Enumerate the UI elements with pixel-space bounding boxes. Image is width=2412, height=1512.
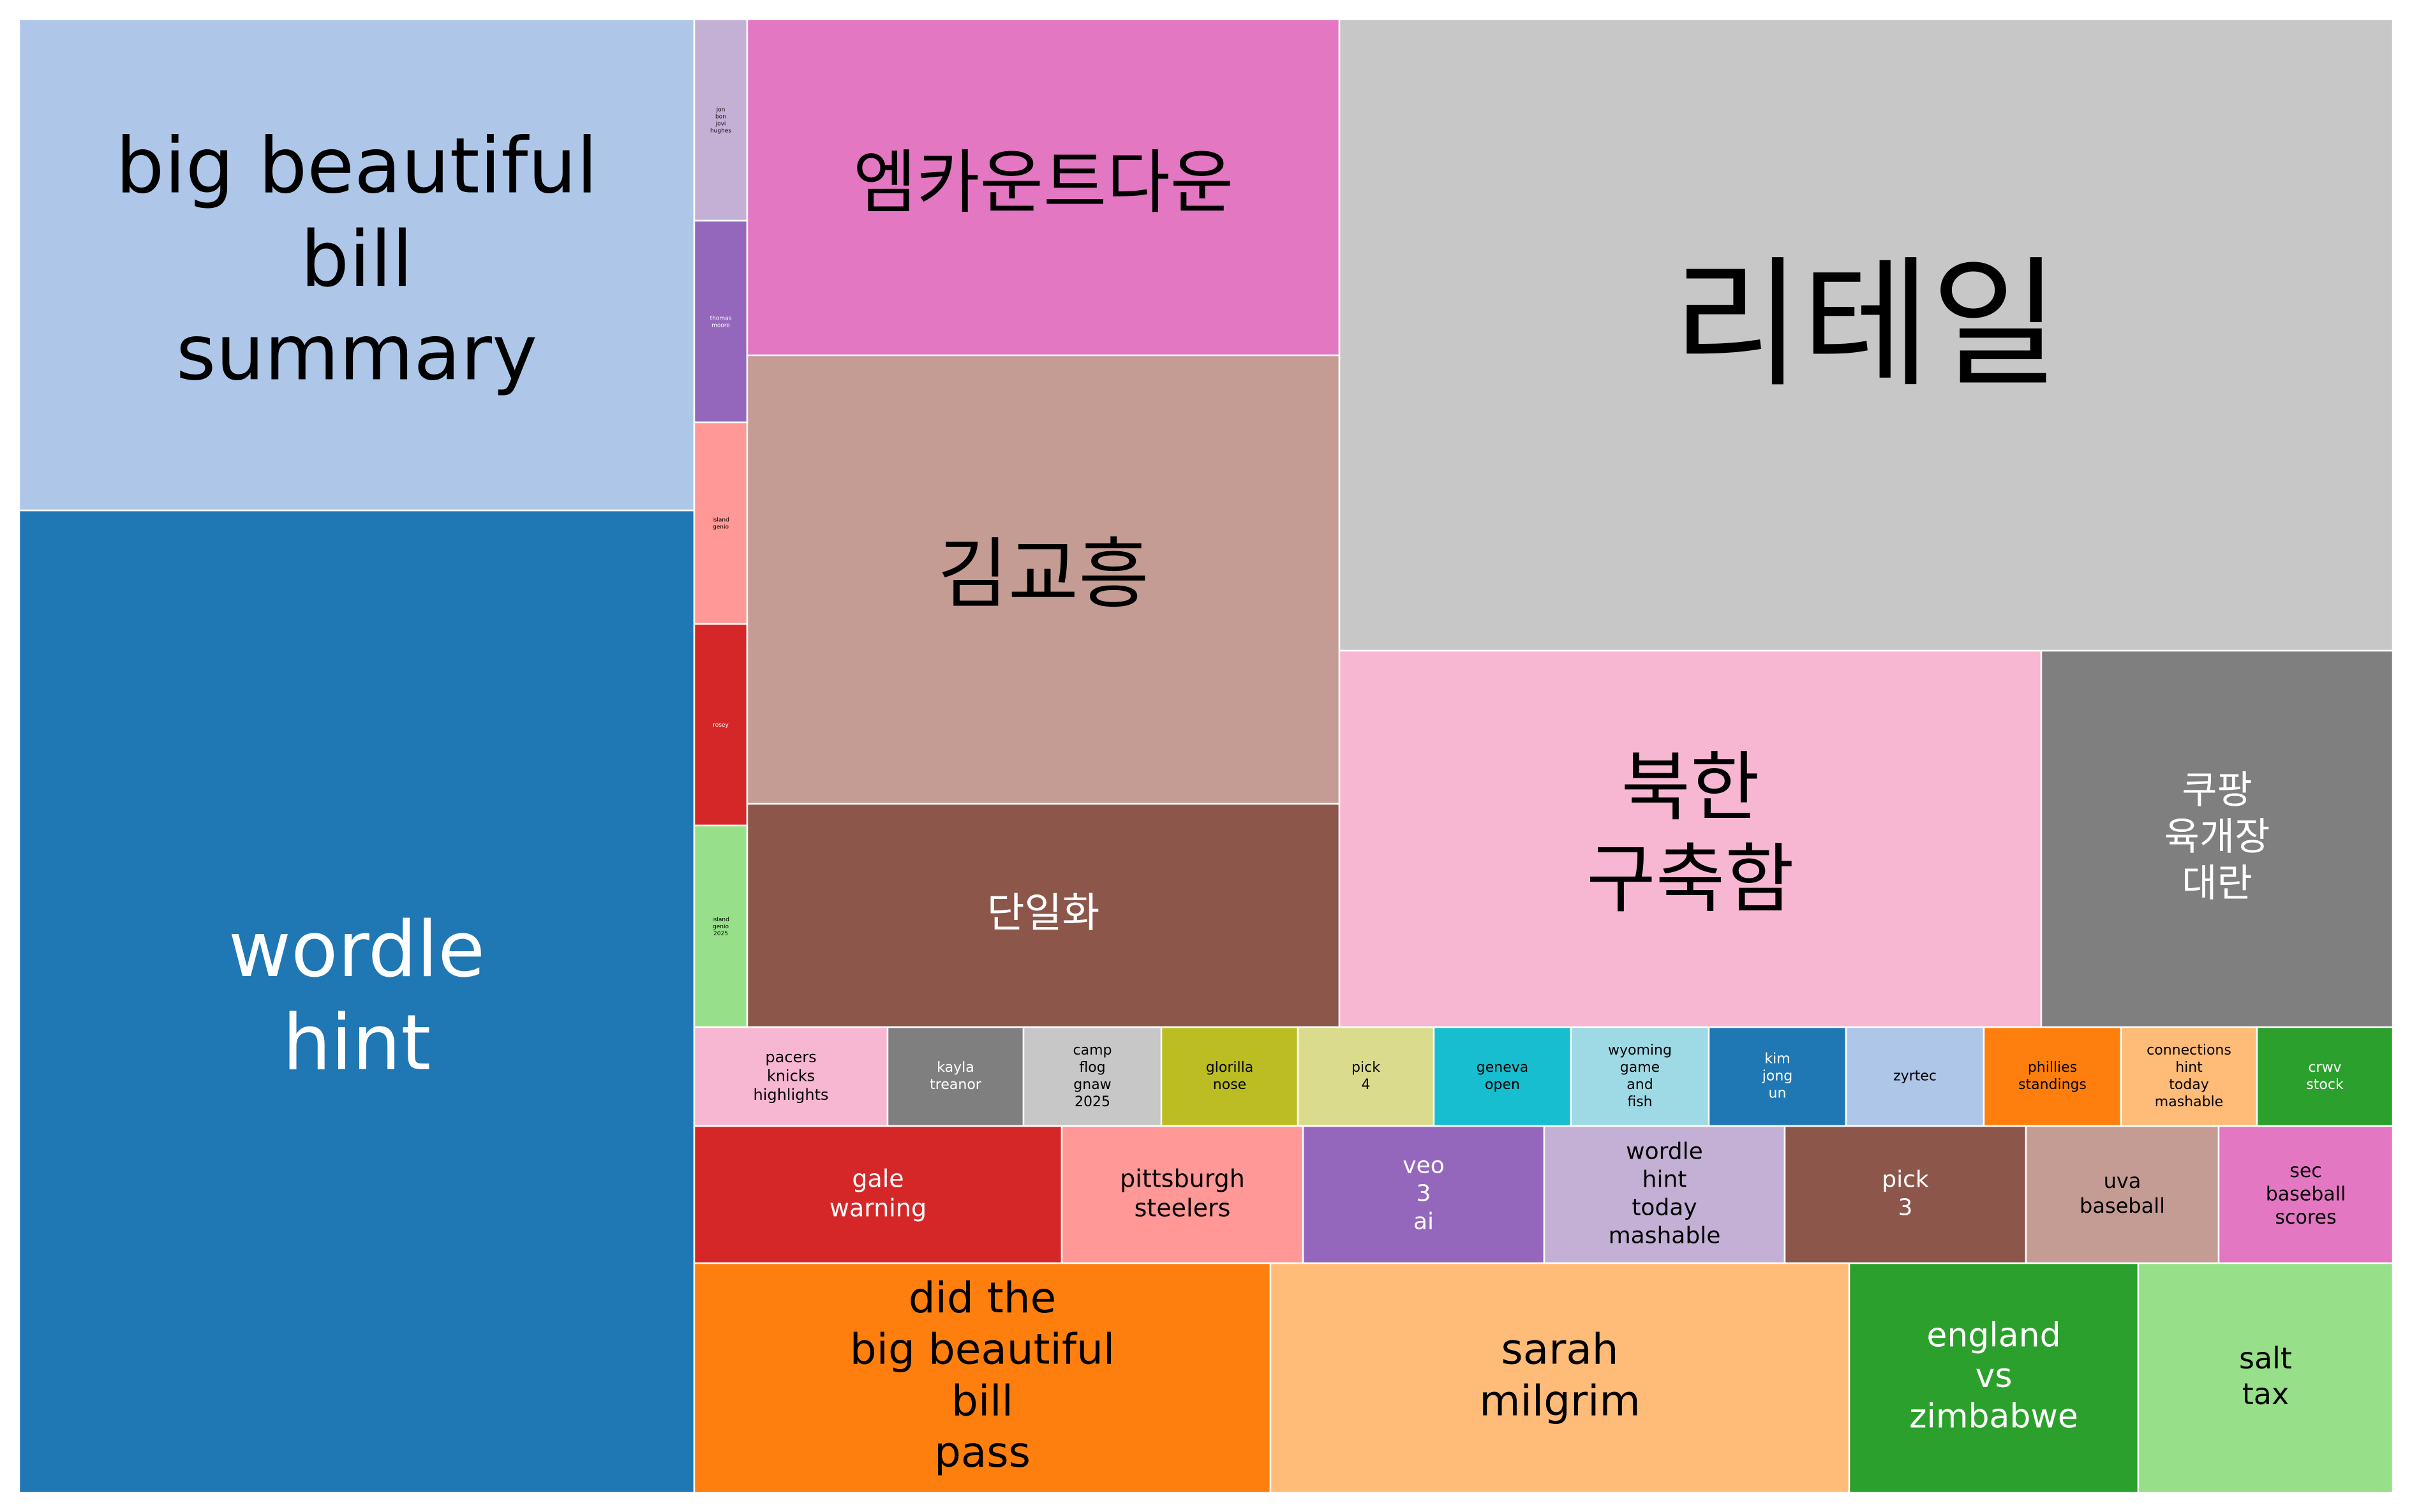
treemap-tile-pittsburgh-steelers	[1061, 1125, 1304, 1264]
treemap-label-island-genio-2025: island genio 2025	[712, 917, 729, 937]
treemap-label-엠카운트다운: 엠카운트다운	[853, 143, 1233, 223]
treemap-tile-salt-tax	[2137, 1262, 2394, 1494]
treemap-tile-sarah-milgrim	[1269, 1262, 1850, 1494]
treemap-label-pittsburgh-steelers: pittsburgh steelers	[1120, 1164, 1245, 1222]
treemap-tile-sec-baseball-scores	[2217, 1125, 2394, 1264]
treemap-tile-rosey	[693, 623, 748, 827]
treemap-label-gale-warning: gale warning	[830, 1164, 927, 1222]
treemap-label-kim-jong-un: kim jong un	[1762, 1051, 1792, 1102]
treemap-label-zyrtec: zyrtec	[1893, 1069, 1937, 1085]
treemap-label-island-genio: island genio	[712, 517, 729, 530]
treemap-label-crwv-stock: crwv stock	[2306, 1060, 2344, 1093]
treemap-tile-kim-jong-un	[1708, 1026, 1847, 1127]
treemap-tile-crwv-stock	[2256, 1026, 2394, 1127]
treemap-tile-did-the-big-beautiful-bill-pass	[693, 1262, 1272, 1494]
treemap-label-pacers-knicks-highlights: pacers knicks highlights	[753, 1048, 828, 1104]
treemap-label-england-vs-zimbabwe: england vs zimbabwe	[1909, 1317, 2078, 1436]
treemap-label-리테일: 리테일	[1672, 243, 2060, 406]
treemap-label-glorilla-nose: glorilla nose	[1206, 1060, 1253, 1093]
treemap-tile-pick-4	[1297, 1026, 1435, 1127]
treemap-tile-엠카운트다운	[746, 18, 1341, 357]
treemap-tile-geneva-open	[1433, 1026, 1572, 1127]
treemap-tile-단일화	[746, 803, 1341, 1028]
treemap-label-sarah-milgrim: sarah milgrim	[1479, 1325, 1641, 1426]
treemap-label-thomas-moore: thomas moore	[710, 315, 732, 329]
treemap-label-kayla-treanor: kayla treanor	[930, 1060, 982, 1093]
treemap-tile-pick-3	[1783, 1125, 2027, 1264]
treemap-tile-connections-hint-today-mashable	[2120, 1026, 2258, 1127]
treemap-label-rosey: rosey	[713, 722, 729, 729]
treemap-tile-wyoming-game-and-fish	[1570, 1026, 1710, 1127]
treemap-tile-england-vs-zimbabwe	[1848, 1262, 2140, 1494]
treemap-tile-김교흥	[746, 354, 1341, 805]
treemap-label-camp-flog-gnaw-2025: camp flog gnaw 2025	[1073, 1042, 1112, 1110]
treemap-label-sec-baseball-scores: sec baseball scores	[2266, 1159, 2346, 1228]
treemap-tile-wordle-hint-today-mashable	[1543, 1125, 1786, 1264]
treemap-tile-북한-구축함	[1338, 649, 2043, 1028]
treemap-tile-쿠팡-육개장-대란	[2040, 649, 2394, 1028]
treemap-tile-리테일	[1338, 18, 2394, 652]
treemap-label-wordle-hint: wordle hint	[228, 906, 485, 1088]
treemap-label-phillies-standings: phillies standings	[2018, 1060, 2087, 1093]
treemap-label-단일화: 단일화	[987, 890, 1100, 937]
treemap-label-북한-구축함: 북한 구축함	[1586, 743, 1794, 923]
treemap-tile-zyrtec	[1845, 1026, 1985, 1127]
treemap-tile-jon-bon-jovi-hughes	[693, 18, 748, 222]
treemap-tile-big-beautiful-bill-summary	[18, 18, 696, 512]
treemap-label-쿠팡-육개장-대란: 쿠팡 육개장 대란	[2164, 767, 2270, 905]
treemap-tile-glorilla-nose	[1160, 1026, 1299, 1127]
treemap-label-geneva-open: geneva open	[1477, 1060, 1528, 1093]
treemap-label-uva-baseball: uva baseball	[2080, 1169, 2165, 1218]
treemap-label-pick-3: pick 3	[1882, 1167, 1929, 1221]
treemap-label-veo-3-ai: veo 3 ai	[1403, 1153, 1444, 1235]
treemap-label-pick-4: pick 4	[1351, 1060, 1380, 1093]
treemap-label-salt-tax: salt tax	[2239, 1340, 2292, 1411]
treemap-label-connections-hint-today-mashable: connections hint today mashable	[2147, 1042, 2231, 1110]
treemap-label-big-beautiful-bill-summary: big beautiful bill summary	[115, 122, 597, 397]
treemap-label-김교흥: 김교흥	[937, 530, 1149, 619]
treemap-tile-veo-3-ai	[1302, 1125, 1545, 1264]
treemap-label-wordle-hint-today-mashable: wordle hint today mashable	[1609, 1139, 1721, 1249]
treemap-tile-wordle-hint	[18, 509, 696, 1494]
treemap-label-jon-bon-jovi-hughes: jon bon jovi hughes	[710, 107, 731, 134]
treemap-label-did-the-big-beautiful-bill-pass: did the big beautiful bill pass	[850, 1273, 1115, 1477]
treemap-label-wyoming-game-and-fish: wyoming game and fish	[1608, 1042, 1672, 1110]
